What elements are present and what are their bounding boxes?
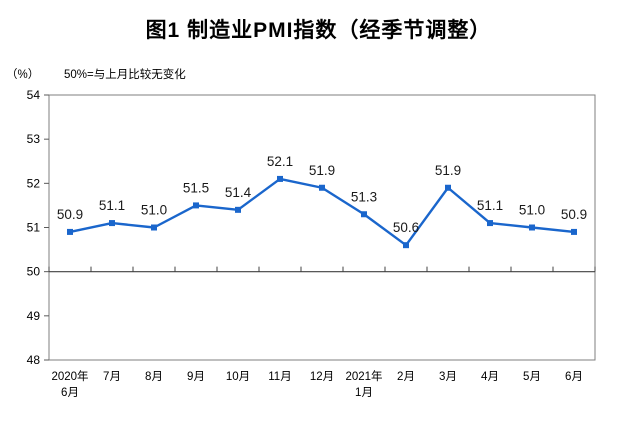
data-point-label: 52.1 <box>267 154 293 169</box>
data-point-marker <box>109 220 115 227</box>
data-point-marker <box>235 206 241 213</box>
y-tick-label: 53 <box>27 132 41 146</box>
data-point-label: 51.5 <box>183 180 209 195</box>
data-point-label: 51.0 <box>519 203 545 218</box>
data-point-label: 51.1 <box>477 198 503 213</box>
x-tick-label: 9月 <box>187 371 205 383</box>
x-tick-label: 3月 <box>439 371 457 383</box>
x-tick-label: 10月 <box>226 371 250 383</box>
data-point-marker <box>403 242 409 249</box>
x-tick-label: 2021年 <box>345 369 382 383</box>
data-point-label: 51.9 <box>435 163 461 178</box>
x-tick-label: 2020年 <box>51 369 88 383</box>
y-tick-label: 48 <box>27 353 41 367</box>
data-point-label: 51.3 <box>351 189 377 204</box>
baseline-note: 50%=与上月比较无变化 <box>64 69 186 81</box>
data-point-label: 50.6 <box>393 220 419 235</box>
x-tick-label: 12月 <box>310 371 334 383</box>
y-tick-label: 54 <box>27 88 41 102</box>
x-tick-label: 2月 <box>397 371 415 383</box>
data-point-label: 51.1 <box>99 198 125 213</box>
x-tick-label: 7月 <box>103 371 121 383</box>
data-point-label: 51.4 <box>225 185 252 200</box>
y-tick-label: 51 <box>27 221 41 235</box>
x-tick-label: 11月 <box>268 371 291 383</box>
y-axis-unit-label: （%） <box>6 69 40 81</box>
data-point-marker <box>445 184 451 191</box>
data-point-label: 50.9 <box>561 207 587 222</box>
x-tick-label: 4月 <box>481 371 499 383</box>
data-point-marker <box>193 202 199 209</box>
x-tick-label: 6月 <box>61 387 79 399</box>
y-tick-label: 49 <box>27 309 41 323</box>
x-tick-label: 5月 <box>523 371 541 383</box>
data-point-marker <box>277 175 283 182</box>
data-point-marker <box>529 224 535 231</box>
data-point-label: 51.0 <box>141 203 167 218</box>
data-point-marker <box>67 228 73 235</box>
chart-title: 图1 制造业PMI指数（经季节调整） <box>145 19 492 42</box>
data-point-marker <box>319 184 325 191</box>
data-point-marker <box>571 228 577 235</box>
x-tick-label: 6月 <box>565 371 583 383</box>
x-tick-label: 1月 <box>355 387 373 399</box>
data-point-label: 50.9 <box>57 207 83 222</box>
data-point-label: 51.9 <box>309 163 335 178</box>
data-point-marker <box>487 220 493 227</box>
y-tick-label: 52 <box>27 176 41 190</box>
data-point-marker <box>361 211 367 218</box>
plot-frame <box>48 94 596 361</box>
data-point-marker <box>151 224 157 231</box>
x-tick-label: 8月 <box>145 371 163 383</box>
y-tick-label: 50 <box>27 265 41 279</box>
